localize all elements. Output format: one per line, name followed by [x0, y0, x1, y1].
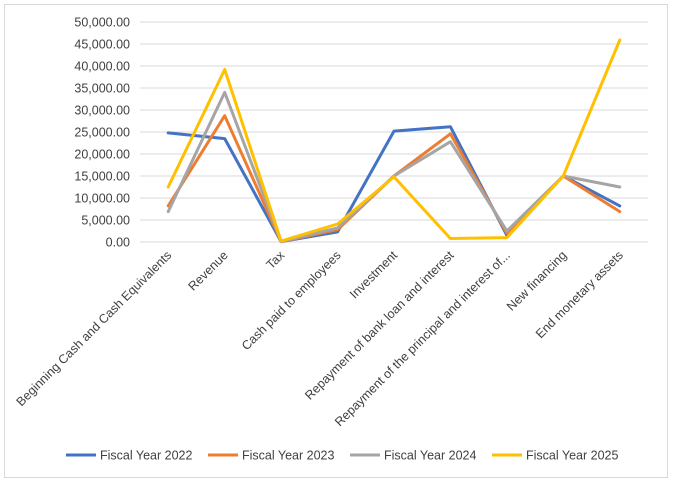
- series-line: [166, 90, 622, 244]
- y-tick-label: 10,000.00: [74, 192, 130, 206]
- x-axis-ticks: Beginning Cash and Cash Equivalents Reven…: [14, 248, 626, 429]
- series-lines: [166, 38, 622, 244]
- y-tick-label: 50,000.00: [74, 16, 130, 30]
- y-tick-label: 5,000.00: [81, 214, 130, 228]
- y-tick-label: 45,000.00: [74, 38, 130, 52]
- legend-label: Fiscal Year 2024: [384, 449, 476, 463]
- x-tick-label: Revenue: [186, 248, 231, 293]
- x-tick-label: Cash paid to employees: [239, 248, 344, 353]
- y-tick-label: 20,000.00: [74, 148, 130, 162]
- series-line: [166, 38, 622, 243]
- legend: Fiscal Year 2022 Fiscal Year 2023 Fiscal Y…: [66, 449, 618, 463]
- y-tick-label: 15,000.00: [74, 170, 130, 184]
- x-tick-label: Tax: [264, 248, 288, 272]
- chart-frame: [4, 4, 668, 478]
- y-tick-label: 25,000.00: [74, 126, 130, 140]
- y-tick-label: 30,000.00: [74, 104, 130, 118]
- x-tick-label: Beginning Cash and Cash Equivalents: [14, 248, 175, 409]
- y-tick-label: 0.00: [106, 236, 130, 250]
- y-tick-label: 35,000.00: [74, 82, 130, 96]
- y-tick-label: 40,000.00: [74, 60, 130, 74]
- legend-label: Fiscal Year 2023: [242, 449, 334, 463]
- x-tick-label: Investment: [347, 248, 401, 302]
- legend-label: Fiscal Year 2022: [100, 449, 192, 463]
- y-axis-ticks: 0.00 5,000.00 10,000.00 15,000.00 20,000.00 2…: [74, 16, 130, 250]
- legend-label: Fiscal Year 2025: [526, 449, 618, 463]
